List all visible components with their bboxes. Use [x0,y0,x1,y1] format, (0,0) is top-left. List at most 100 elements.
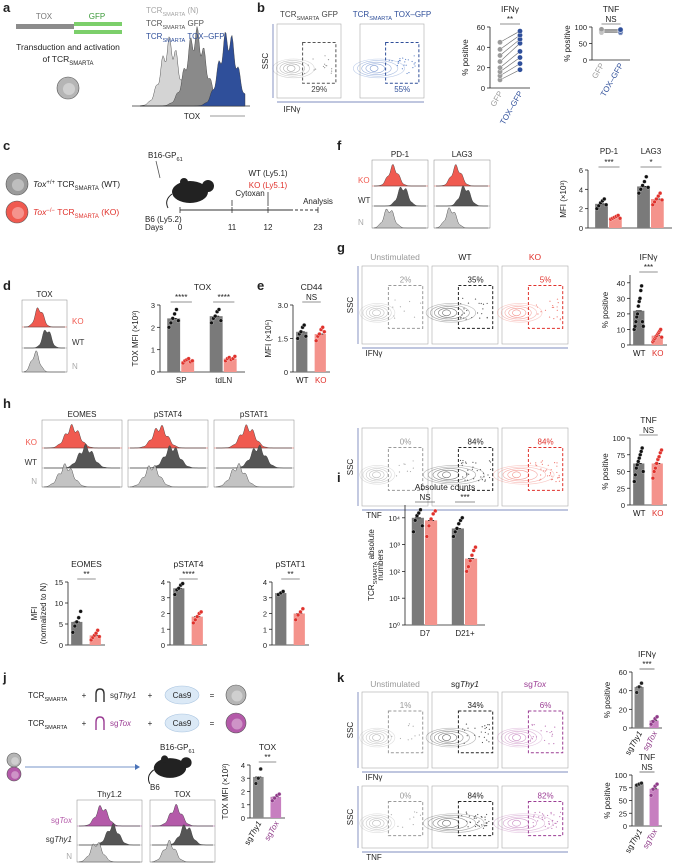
y-tick-label: 6 [579,166,583,175]
text-run: sg [641,838,653,850]
text-run: absolute [367,529,376,562]
event [466,735,468,737]
event [540,311,542,313]
data-point [497,64,503,71]
event [550,469,552,471]
data-point [653,466,658,471]
event [555,822,557,824]
event [552,824,554,826]
cell-nucleus [231,718,243,730]
event [474,298,477,300]
event [482,827,485,829]
label: SSC [346,459,355,476]
y-tick-label: 100 [574,23,587,32]
significance-label: *** [644,263,653,272]
histogram [130,445,206,469]
event [482,303,485,305]
tumor [180,178,188,186]
contour [352,58,405,79]
event [483,476,485,478]
text-run: Tox [33,207,47,217]
event [486,824,488,827]
flow-plot [361,427,429,507]
event [554,726,556,728]
event [403,463,405,465]
contour [497,727,543,748]
event [554,822,556,824]
y-tick-label: 40 [477,43,485,52]
data-point [651,787,656,792]
data-point [598,26,605,33]
data-point [517,54,523,61]
event [484,727,486,730]
chart-title: pSTAT1 [276,559,306,569]
event [399,58,401,60]
data-point [471,548,476,553]
data-point [172,311,177,316]
contour [498,815,546,832]
chart-title: TOX [194,282,212,292]
pair-line [499,51,521,68]
event [485,726,488,729]
y-tick-label: 1 [161,625,165,634]
label: SSC [346,722,355,739]
histogram-frame [127,419,209,488]
label: 82% [538,792,554,801]
data-point [638,187,643,192]
event [462,462,464,464]
y-tick-label: 0 [583,56,587,65]
data-point [213,314,218,319]
event [413,55,415,57]
gate [387,285,424,329]
label: + [148,691,153,700]
event [326,65,328,67]
event [547,464,549,466]
y-axis-label: % positive [603,782,612,819]
data-point [635,462,640,467]
data-point [642,179,647,184]
chart-title: IFNγ [638,649,657,659]
construct-gfp [74,30,122,34]
contour [272,58,315,79]
chart-title: pSTAT4 [174,559,204,569]
contour [437,469,460,480]
data-point [180,581,185,586]
contour [362,304,392,321]
text-run: Tox [645,729,660,745]
contour [369,65,379,72]
cell-nucleus [11,178,25,192]
event [538,816,540,818]
data-point [72,624,77,629]
pair-line [499,30,521,43]
contour [359,303,396,323]
contour [497,303,543,323]
construct-tox [16,24,74,29]
text-run: GFP [185,19,204,28]
event [408,300,411,303]
y-tick-label: 0 [621,501,625,510]
event [557,302,559,304]
histogram [216,444,292,469]
event [486,317,488,319]
event [484,725,486,727]
data-point [466,564,471,569]
contour [369,818,385,829]
data-point [293,617,298,622]
event [543,739,546,742]
event [462,297,464,300]
label: sgTox [524,679,547,689]
event [461,314,463,316]
text-run: Tox [59,816,73,825]
event [419,814,422,816]
text-run: SMARTA [75,214,99,220]
arrow-head [135,764,140,770]
text-run: TCR [146,32,163,41]
x-tick-label: PD-1 [600,147,619,156]
event [559,816,561,818]
event [465,474,468,476]
panel-label: g [337,240,345,255]
cell-nucleus [11,771,19,779]
event [484,731,486,734]
